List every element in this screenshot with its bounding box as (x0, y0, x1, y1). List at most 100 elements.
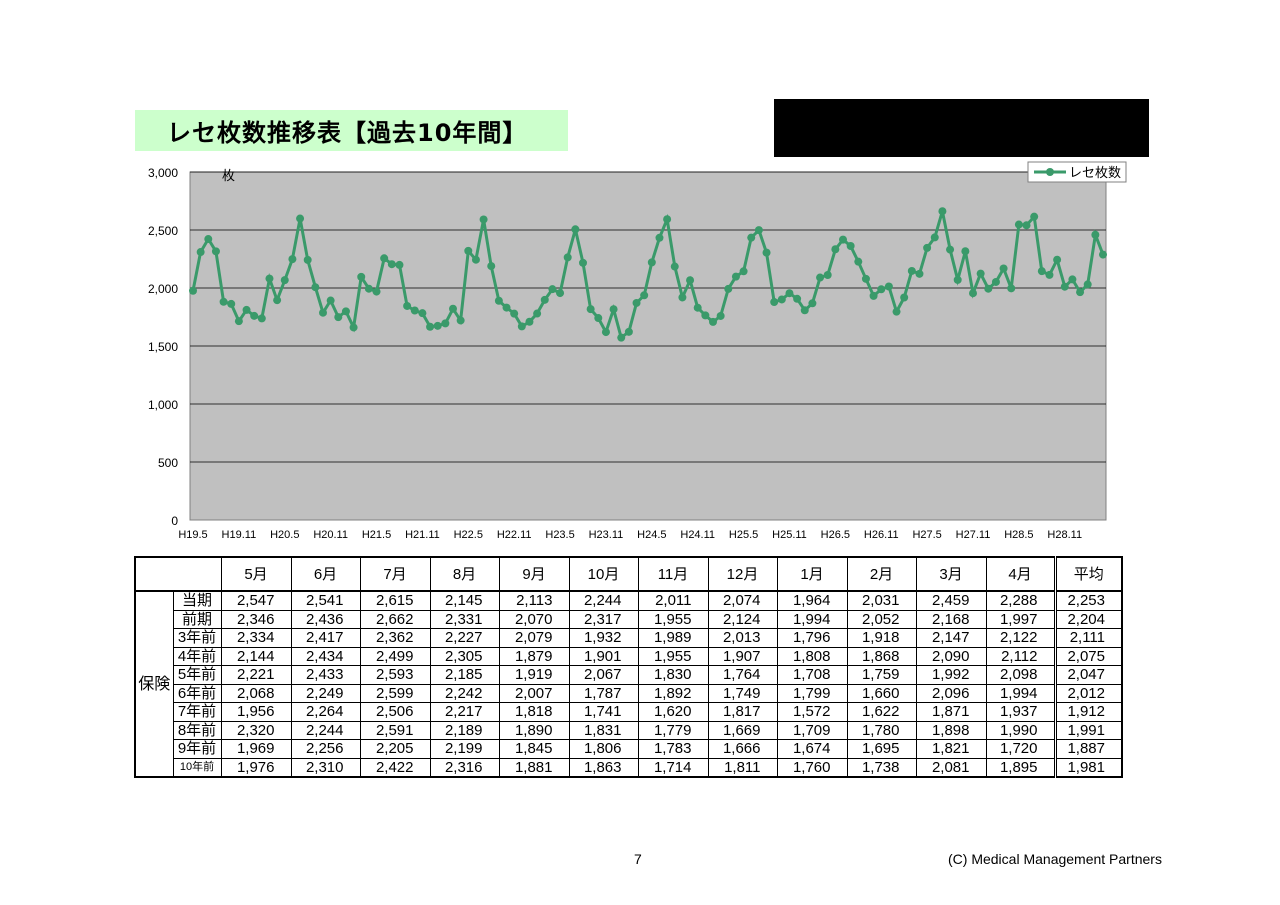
line-chart: 0 500 1,000 1,500 2,000 2,500 3,000 H19.5 H19.1… (148, 161, 1127, 541)
table-cell: 1,997 (985, 609, 1056, 629)
x-tick-label: H24.5 (637, 529, 666, 541)
column-header: 8月 (429, 556, 500, 592)
x-tick-label: H19.5 (178, 529, 207, 541)
y-tick-label: 0 (171, 514, 178, 528)
table-cell: 1,937 (985, 702, 1056, 722)
y-tick-label: 2,000 (148, 282, 178, 296)
data-point (731, 272, 740, 281)
table-cell: 2,047 (1053, 665, 1123, 685)
table-cell: 2,098 (985, 665, 1056, 685)
table-cell: 2,310 (290, 757, 361, 778)
table-cell: 1,764 (707, 665, 778, 685)
page-number: 7 (634, 851, 642, 867)
table-cell: 1,783 (637, 739, 709, 759)
x-tick-label: H23.11 (589, 529, 624, 541)
data-point (969, 289, 977, 298)
row-label: 9年前 (172, 739, 222, 759)
table-cell: 2,111 (1053, 628, 1123, 648)
table-cell: 1,871 (915, 702, 987, 722)
table-cell: 2,011 (637, 590, 709, 611)
table-cell: 1,572 (776, 702, 848, 722)
legend-marker (1046, 168, 1054, 176)
data-point (1068, 275, 1077, 284)
table-cell: 1,818 (498, 702, 570, 722)
table-cell: 2,436 (290, 609, 361, 629)
data-point (900, 293, 909, 302)
data-point (1053, 255, 1062, 264)
data-point (624, 327, 633, 336)
table-cell: 1,796 (776, 628, 848, 648)
x-tick-label: H27.11 (956, 529, 991, 541)
table-row: 前期 2,346 2,436 2,662 2,331 2,070 2,317 1,955 2,1… (135, 609, 1123, 629)
column-header: 9月 (498, 556, 570, 592)
row-label: 4年前 (172, 646, 222, 666)
table-cell: 1,969 (220, 739, 292, 759)
table-row: 10年前 1,976 2,310 2,422 2,316 1,881 1,863 1,714 1… (135, 757, 1123, 778)
data-point (456, 316, 465, 325)
data-point (571, 225, 580, 234)
column-header: 11月 (637, 556, 709, 592)
corner-cell (134, 556, 222, 592)
data-point (479, 215, 488, 224)
table-cell: 1,845 (498, 739, 570, 759)
table-cell: 2,506 (359, 702, 431, 722)
data-point (678, 293, 687, 302)
table-header-row: 5月 6月 7月 8月 9月 10月 11月 12月 1月 2月 3月 4月 平均 (134, 556, 1123, 592)
table-cell: 2,031 (846, 590, 917, 611)
table-cell: 1,879 (498, 646, 570, 666)
y-tick-label: 500 (158, 456, 178, 470)
table-cell: 1,817 (707, 702, 778, 722)
data-point (1037, 267, 1046, 276)
table-row: 6年前 2,068 2,249 2,599 2,242 2,007 1,787 1,892 1,… (135, 683, 1123, 703)
table-cell: 1,779 (637, 720, 709, 740)
table-cell: 2,113 (498, 590, 570, 611)
data-point (204, 235, 213, 244)
table-cell: 1,881 (498, 757, 570, 778)
x-tick-label: H20.5 (270, 529, 299, 541)
data-point (242, 305, 251, 314)
unit-label: 枚 (222, 169, 235, 184)
data-point (632, 298, 641, 307)
table-cell: 2,079 (498, 628, 570, 648)
data-point (816, 273, 825, 282)
data-point (961, 247, 970, 256)
table-cell: 1,901 (568, 646, 639, 666)
data-point (686, 276, 695, 285)
table-cell: 1,709 (776, 720, 848, 740)
table-cell: 2,459 (915, 590, 987, 611)
data-point (502, 303, 511, 312)
data-point (709, 317, 717, 326)
data-point (831, 245, 840, 254)
table-cell: 2,362 (359, 628, 431, 648)
data-point (227, 299, 236, 308)
table-cell: 1,660 (846, 683, 917, 703)
x-tick-label: H27.5 (912, 529, 941, 541)
table-cell: 1,714 (637, 757, 709, 778)
data-point (747, 233, 756, 242)
x-tick-label: H28.11 (1047, 529, 1082, 541)
table-cell: 2,662 (359, 609, 431, 629)
data-point (334, 313, 343, 322)
table-cell: 2,144 (220, 646, 292, 666)
table-cell: 2,090 (915, 646, 987, 666)
data-point (846, 242, 855, 251)
table-cell: 1,919 (498, 665, 570, 685)
data-point (777, 295, 786, 304)
data-point (923, 243, 932, 252)
table-cell: 1,780 (846, 720, 917, 740)
table-cell: 2,591 (359, 720, 431, 740)
column-header: 4月 (985, 556, 1056, 592)
data-point (693, 303, 702, 312)
table-cell: 2,068 (220, 683, 292, 703)
column-header: 3月 (915, 556, 987, 592)
data-point (211, 247, 220, 256)
row-label: 10年前 (172, 757, 222, 778)
data-point (877, 285, 886, 294)
column-header: 平均 (1053, 556, 1123, 592)
data-point (250, 311, 259, 320)
x-tick-label: H20.11 (313, 529, 348, 541)
data-point (410, 306, 419, 315)
data-point (426, 322, 435, 331)
table-cell: 2,264 (290, 702, 361, 722)
table-cell: 1,981 (1053, 757, 1123, 778)
